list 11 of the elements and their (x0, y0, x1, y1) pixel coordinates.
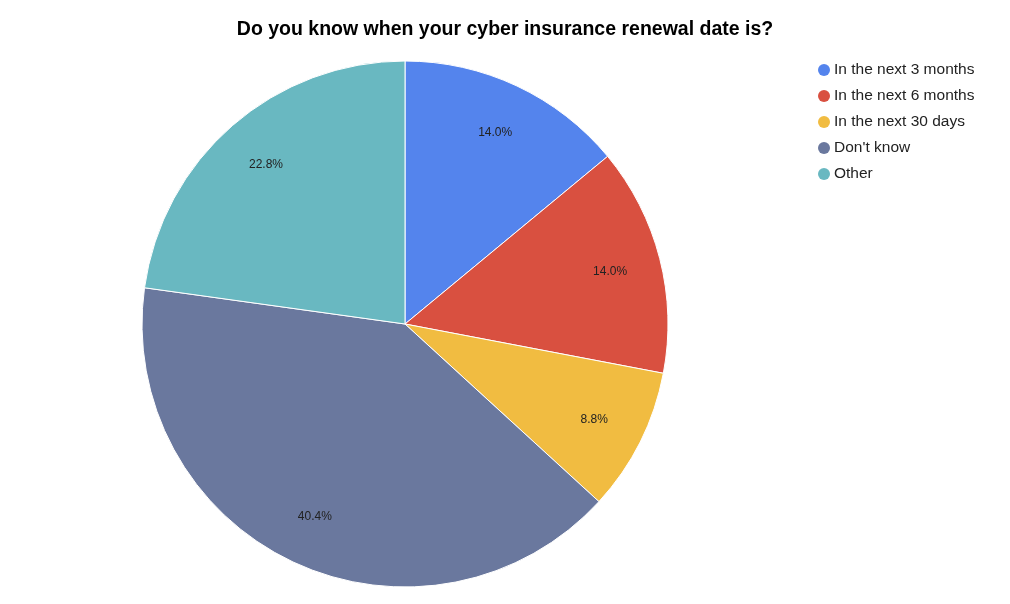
data-label: 40.4% (297, 508, 333, 523)
data-label: 14.0% (478, 125, 513, 140)
chart-title: Do you know when your cyber insurance renewal date is? (235, 17, 775, 40)
legend-label: In the next 3 months (834, 60, 975, 77)
legend-label: In the next 6 months (834, 86, 975, 103)
legend-label: In the next 30 days (834, 112, 965, 129)
legend-label: Other (834, 164, 873, 181)
data-label: 8.8% (580, 411, 609, 426)
legend-label: Don't know (834, 138, 911, 155)
data-label: 14.0% (593, 264, 628, 279)
data-label: 22.8% (248, 157, 284, 172)
